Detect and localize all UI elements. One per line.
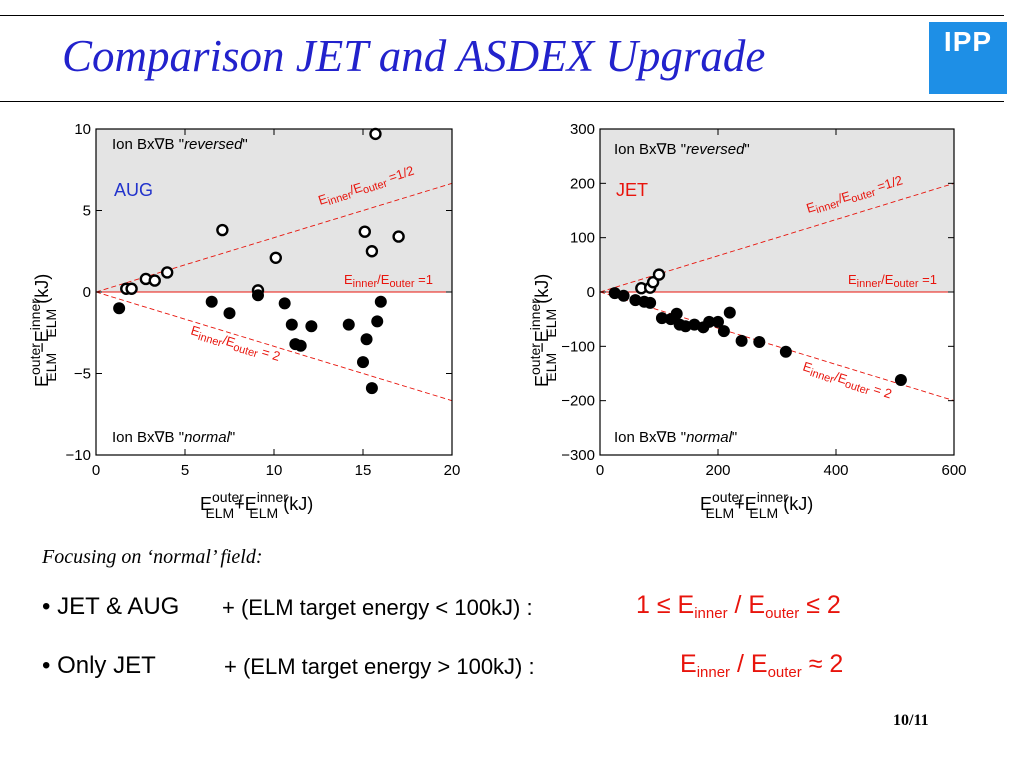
y-tick-label: 5: [83, 203, 91, 220]
x-axis-label: Eouter ELM+Einner ELM (kJ): [200, 489, 313, 521]
data-point-open: [148, 274, 161, 287]
data-point-filled: [644, 296, 657, 309]
data-point-filled: [113, 302, 126, 315]
data-point-filled: [365, 382, 378, 395]
bullet-ratio: 1 ≤ Einner / Eouter ≤ 2: [636, 591, 841, 622]
x-axis-label: Eouter ELM+Einner ELM (kJ): [700, 489, 813, 521]
ratio-line: [95, 291, 453, 402]
ipp-logo: IPP: [929, 22, 1007, 94]
ratio-line-label: Einner/Eouter = 2: [188, 323, 282, 367]
ratio-line-label: Einner/Eouter = 2: [800, 359, 894, 405]
data-point-filled: [655, 312, 668, 325]
data-point-filled: [894, 374, 907, 387]
bullet-condition: + (ELM target energy > 100kJ) :: [224, 654, 535, 679]
data-point-filled: [374, 295, 387, 308]
y-tick-label: 300: [570, 121, 595, 138]
data-point-open: [269, 251, 282, 264]
data-point-filled: [712, 315, 724, 328]
data-point-filled: [342, 318, 355, 331]
data-point-filled: [679, 320, 692, 333]
machine-label: AUG: [114, 180, 153, 200]
x-tick-label: 0: [92, 462, 100, 479]
y-tick-label: −5: [74, 366, 91, 383]
bullet-lead: • Only JET: [42, 652, 156, 679]
data-point-open: [216, 223, 229, 237]
data-point-filled: [305, 320, 318, 333]
x-tick-label: 600: [941, 462, 966, 479]
x-tick-label: 10: [266, 462, 283, 479]
data-point-filled: [670, 307, 683, 320]
data-point-filled: [357, 356, 369, 369]
ratio-line-label: Einner/Eouter =1: [344, 272, 433, 290]
y-tick-label: 0: [83, 284, 91, 301]
bullet-condition: + (ELM target energy < 100kJ) :: [222, 595, 533, 620]
slide-title: Comparison JET and ASDEX Upgrade: [62, 31, 766, 81]
machine-label: JET: [616, 180, 648, 200]
x-tick-label: 5: [181, 462, 189, 479]
y-tick-label: −10: [66, 447, 91, 464]
y-axis-label: EouterELM−EinnerELM (kJ): [527, 274, 559, 387]
page-number: 10/11: [893, 712, 929, 729]
y-axis-label: EouterELM−EinnerELM (kJ): [27, 274, 59, 387]
data-point-filled: [723, 306, 736, 319]
data-point-filled: [703, 315, 716, 328]
region-label-reversed: Ion Bx∇B "reversed": [112, 136, 248, 153]
region-label-reversed: Ion Bx∇B "reversed": [614, 141, 750, 158]
data-point-filled: [223, 307, 236, 320]
data-point-open: [652, 268, 666, 281]
focus-label: Focusing on ‘normal’ field:: [42, 546, 263, 568]
x-tick-label: 15: [355, 462, 372, 479]
x-tick-label: 20: [444, 462, 461, 479]
region-label-normal: Ion Bx∇B "normal": [614, 429, 737, 446]
y-tick-label: 10: [74, 121, 91, 138]
ratio-line-label: Einner/Eouter =1: [848, 272, 937, 290]
y-tick-label: −100: [561, 338, 595, 355]
data-point-open: [358, 225, 371, 238]
data-point-filled: [294, 339, 307, 352]
data-point-filled: [371, 315, 384, 328]
data-point-filled: [717, 325, 730, 338]
ratio-line: [95, 182, 453, 293]
data-point-filled: [629, 294, 642, 307]
x-tick-label: 200: [705, 462, 730, 479]
data-point-filled: [285, 318, 298, 331]
bullet-lead: • JET & AUG: [42, 593, 180, 620]
data-point-filled: [779, 345, 792, 358]
bullet-ratio: Einner / Eouter ≈ 2: [680, 650, 844, 681]
data-point-filled: [251, 289, 264, 302]
region-label-normal: Ion Bx∇B "normal": [112, 429, 235, 446]
data-point-open: [125, 282, 138, 295]
data-point-filled: [278, 297, 291, 310]
data-point-filled: [360, 333, 373, 346]
x-tick-label: 0: [596, 462, 604, 479]
y-tick-label: 0: [587, 284, 595, 301]
data-point-open: [392, 230, 405, 243]
data-point-filled: [617, 289, 630, 302]
x-tick-label: 400: [823, 462, 848, 479]
y-tick-label: −200: [561, 393, 595, 410]
y-tick-label: 100: [570, 230, 595, 247]
data-point-open: [160, 266, 174, 279]
reversed-region: [96, 129, 452, 292]
ratio-line: [599, 182, 955, 293]
data-point-filled: [735, 334, 748, 347]
reversed-region: [600, 129, 954, 292]
bullet-jet-aug: • JET & AUG + (ELM target energy < 100kJ…: [42, 591, 841, 622]
data-point-filled: [205, 295, 218, 308]
data-point-open: [365, 245, 379, 258]
ratio-line: [599, 291, 955, 402]
y-tick-label: −300: [561, 447, 595, 464]
title-rule: [0, 101, 1004, 102]
y-tick-label: 200: [570, 175, 595, 192]
top-rule: [0, 15, 1004, 16]
bullet-only-jet: • Only JET + (ELM target energy > 100kJ)…: [42, 650, 843, 681]
data-point-filled: [753, 335, 766, 348]
data-point-open: [369, 127, 382, 141]
